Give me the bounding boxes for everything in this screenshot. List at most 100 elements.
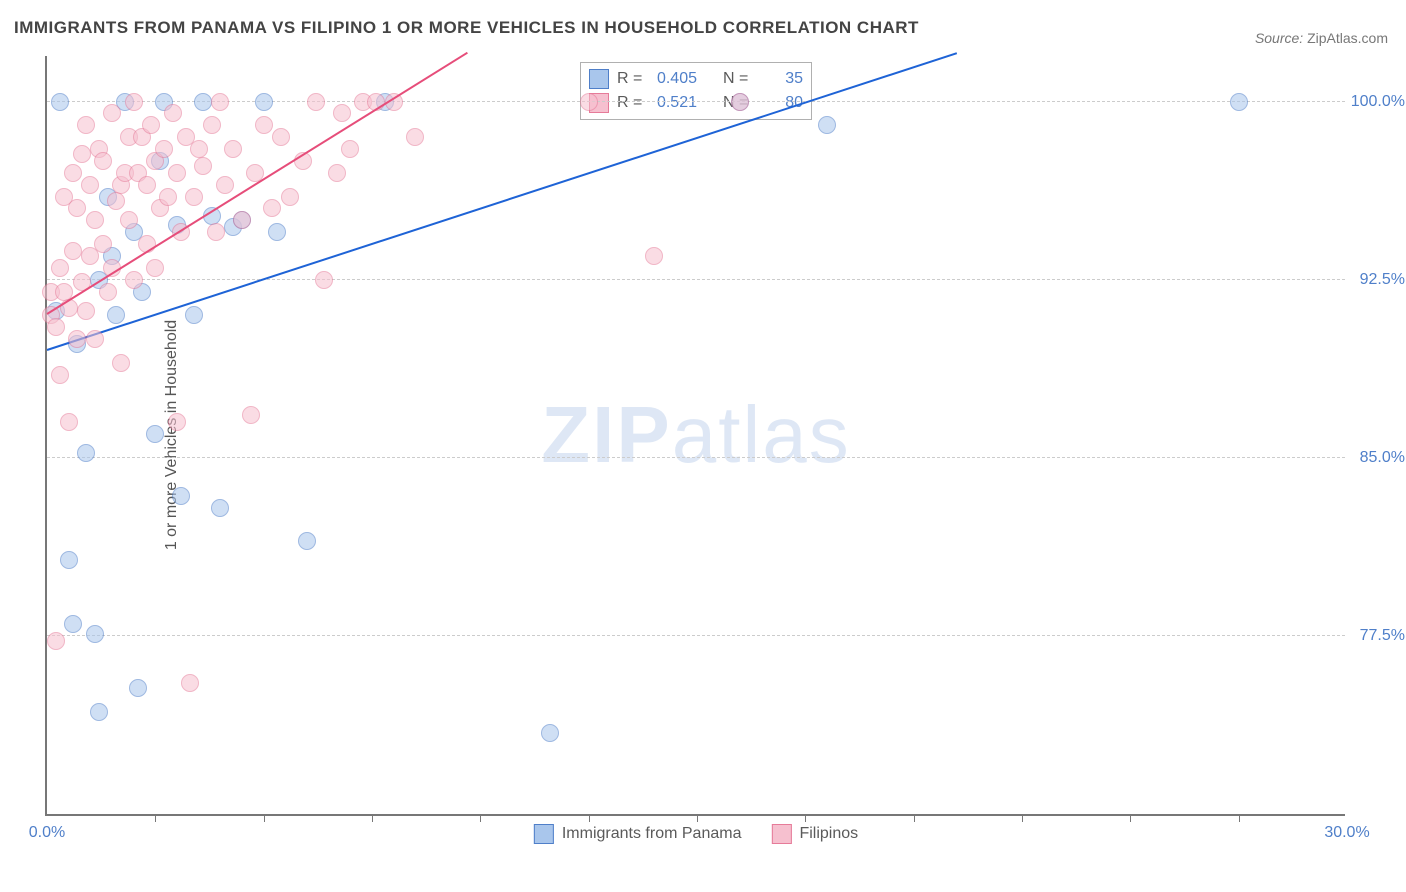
x-minor-tick — [1239, 814, 1240, 822]
data-point — [645, 247, 663, 265]
data-point — [207, 223, 225, 241]
data-point — [181, 674, 199, 692]
data-point — [731, 93, 749, 111]
data-point — [211, 499, 229, 517]
data-point — [242, 406, 260, 424]
n-value-series1: 35 — [757, 70, 803, 88]
trend-line — [47, 52, 958, 351]
data-point — [51, 93, 69, 111]
data-point — [268, 223, 286, 241]
data-point — [142, 116, 160, 134]
data-point — [73, 145, 91, 163]
data-point — [103, 104, 121, 122]
data-point — [99, 283, 117, 301]
x-minor-tick — [589, 814, 590, 822]
data-point — [94, 152, 112, 170]
data-point — [281, 188, 299, 206]
grid-line-h — [47, 279, 1345, 280]
stats-row-series1: R = 0.405 N = 35 — [589, 67, 803, 91]
data-point — [51, 259, 69, 277]
data-point — [211, 93, 229, 111]
data-point — [129, 679, 147, 697]
data-point — [64, 615, 82, 633]
data-point — [68, 199, 86, 217]
data-point — [64, 164, 82, 182]
data-point — [203, 116, 221, 134]
data-point — [216, 176, 234, 194]
data-point — [86, 330, 104, 348]
data-point — [406, 128, 424, 146]
y-axis-label: 1 or more Vehicles in Household — [163, 320, 181, 550]
legend-label-series1: Immigrants from Panama — [562, 825, 742, 843]
data-point — [328, 164, 346, 182]
x-minor-tick — [914, 814, 915, 822]
grid-line-h — [47, 457, 1345, 458]
data-point — [190, 140, 208, 158]
data-point — [194, 157, 212, 175]
watermark-zip: ZIP — [541, 390, 671, 479]
data-point — [233, 211, 251, 229]
data-point — [146, 425, 164, 443]
data-point — [298, 532, 316, 550]
data-point — [77, 116, 95, 134]
x-minor-tick — [1130, 814, 1131, 822]
scatter-plot-area: ZIPatlas 1 or more Vehicles in Household… — [45, 56, 1345, 816]
source-value: ZipAtlas.com — [1307, 30, 1388, 46]
source-attribution: Source: ZipAtlas.com — [1255, 30, 1388, 46]
data-point — [333, 104, 351, 122]
data-point — [107, 306, 125, 324]
y-tick-label: 85.0% — [1350, 449, 1405, 467]
data-point — [263, 199, 281, 217]
grid-line-h — [47, 635, 1345, 636]
data-point — [51, 366, 69, 384]
data-point — [112, 354, 130, 372]
data-point — [168, 413, 186, 431]
watermark: ZIPatlas — [541, 389, 850, 481]
legend-swatch-series1 — [534, 824, 554, 844]
data-point — [185, 306, 203, 324]
data-point — [315, 271, 333, 289]
x-minor-tick — [1022, 814, 1023, 822]
swatch-series1 — [589, 69, 609, 89]
watermark-atlas: atlas — [672, 390, 851, 479]
grid-line-h — [47, 101, 1345, 102]
data-point — [272, 128, 290, 146]
data-point — [255, 116, 273, 134]
data-point — [194, 93, 212, 111]
data-point — [138, 176, 156, 194]
data-point — [86, 625, 104, 643]
stats-row-series2: R = 0.521 N = 80 — [589, 91, 803, 115]
data-point — [60, 551, 78, 569]
legend-swatch-series2 — [771, 824, 791, 844]
data-point — [580, 93, 598, 111]
data-point — [47, 632, 65, 650]
data-point — [155, 140, 173, 158]
data-point — [125, 93, 143, 111]
data-point — [185, 188, 203, 206]
x-minor-tick — [480, 814, 481, 822]
r-label: R = — [617, 94, 643, 112]
data-point — [107, 192, 125, 210]
data-point — [255, 93, 273, 111]
data-point — [1230, 93, 1248, 111]
data-point — [68, 330, 86, 348]
data-point — [120, 211, 138, 229]
legend: Immigrants from Panama Filipinos — [534, 824, 858, 844]
data-point — [541, 724, 559, 742]
data-point — [64, 242, 82, 260]
data-point — [168, 164, 186, 182]
data-point — [81, 176, 99, 194]
x-minor-tick — [372, 814, 373, 822]
legend-label-series2: Filipinos — [799, 825, 858, 843]
data-point — [90, 703, 108, 721]
data-point — [172, 487, 190, 505]
legend-item-series2: Filipinos — [771, 824, 858, 844]
chart-title: IMMIGRANTS FROM PANAMA VS FILIPINO 1 OR … — [14, 18, 919, 38]
n-label: N = — [723, 70, 749, 88]
trend-line — [46, 52, 467, 315]
data-point — [60, 413, 78, 431]
data-point — [77, 302, 95, 320]
data-point — [86, 211, 104, 229]
y-tick-label: 77.5% — [1350, 627, 1405, 645]
data-point — [164, 104, 182, 122]
